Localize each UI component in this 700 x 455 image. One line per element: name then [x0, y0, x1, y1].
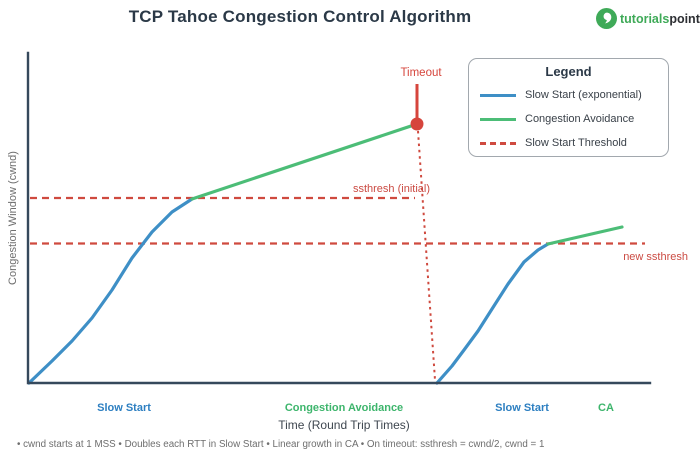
ssthresh-initial-label: ssthresh (initial)	[353, 183, 430, 195]
phase-label-ca: CA	[598, 402, 614, 414]
congestion-avoidance-line-2	[546, 225, 624, 246]
legend-title: Legend	[545, 64, 592, 79]
brand-logo: tutorialspoint	[596, 8, 700, 29]
new-ssthresh-label: new ssthresh	[623, 251, 688, 263]
legend-swatch-blue-line	[480, 93, 516, 97]
brand-text: tutorialspoint	[620, 12, 700, 26]
xy-axes	[26, 51, 652, 385]
phase-label-slow-start-1: Slow Start	[97, 402, 151, 414]
legend-box: Legend Slow Start (exponential) Congesti…	[468, 58, 669, 157]
tutorialspoint-logo-icon	[596, 8, 617, 29]
congestion-avoidance-line-1	[190, 122, 419, 201]
legend-swatch-red-dashed-line	[480, 141, 516, 145]
legend-item-label: Slow Start Threshold	[525, 137, 627, 149]
legend-swatch-green-line	[480, 117, 516, 121]
timeout-label: Timeout	[400, 67, 442, 79]
brand-text-primary: tutorials	[620, 11, 670, 26]
legend-item-label: Congestion Avoidance	[525, 113, 635, 125]
legend-item-label: Slow Start (exponential)	[525, 89, 642, 101]
slow-start-curve-2	[435, 242, 550, 385]
phase-label-slow-start-2: Slow Start	[495, 402, 549, 414]
legend-item-slow-start-threshold: Slow Start Threshold	[469, 131, 668, 155]
phase-label-congestion-avoidance: Congestion Avoidance	[284, 402, 404, 414]
timeout-marker-dot	[410, 117, 424, 131]
legend-item-congestion-avoidance: Congestion Avoidance	[469, 107, 668, 131]
legend-item-slow-start: Slow Start (exponential)	[469, 83, 668, 107]
slow-start-curve-1	[27, 197, 194, 385]
brand-text-secondary: point	[669, 11, 700, 26]
footnote: • cwnd starts at 1 MSS • Doubles each RT…	[17, 439, 545, 450]
page-title: TCP Tahoe Congestion Control Algorithm	[128, 7, 472, 26]
timeout-drop-dotted-line	[417, 130, 436, 381]
x-axis-label: Time (Round Trip Times)	[278, 418, 410, 432]
